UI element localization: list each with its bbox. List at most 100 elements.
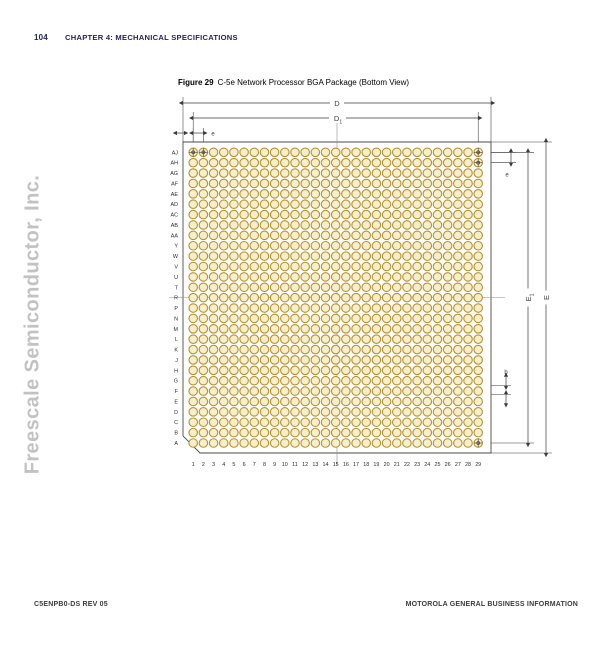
solder-ball bbox=[422, 355, 433, 365]
solder-ball bbox=[259, 355, 270, 365]
solder-ball bbox=[442, 427, 453, 438]
solder-ball bbox=[371, 375, 382, 386]
solder-ball bbox=[249, 375, 260, 386]
solder-ball bbox=[422, 344, 433, 355]
solder-ball bbox=[330, 396, 341, 407]
solder-ball bbox=[300, 365, 310, 376]
solder-ball bbox=[290, 334, 300, 344]
solder-ball bbox=[412, 157, 422, 168]
solder-ball bbox=[412, 240, 422, 251]
solder-ball bbox=[412, 220, 422, 230]
solder-ball bbox=[208, 386, 219, 396]
solder-ball bbox=[341, 230, 351, 241]
solder-ball bbox=[198, 220, 209, 230]
solder-ball bbox=[300, 282, 310, 293]
solder-ball bbox=[208, 199, 219, 210]
solder-ball bbox=[351, 230, 361, 241]
solder-ball bbox=[432, 313, 443, 324]
solder-ball bbox=[249, 199, 260, 210]
solder-ball bbox=[259, 313, 270, 324]
solder-ball bbox=[239, 168, 249, 178]
solder-ball bbox=[300, 261, 310, 272]
solder-ball bbox=[218, 199, 229, 210]
solder-ball bbox=[371, 189, 382, 199]
solder-ball bbox=[473, 386, 484, 396]
row-label: AD bbox=[171, 202, 179, 208]
solder-ball bbox=[310, 251, 321, 261]
solder-ball bbox=[432, 438, 443, 448]
solder-ball bbox=[432, 251, 443, 261]
solder-ball bbox=[269, 240, 280, 251]
solder-ball bbox=[310, 417, 321, 428]
solder-ball bbox=[218, 355, 229, 365]
solder-ball bbox=[463, 230, 473, 241]
row-label: N bbox=[174, 316, 178, 322]
solder-ball bbox=[290, 189, 300, 199]
solder-ball bbox=[218, 396, 229, 407]
solder-ball bbox=[249, 272, 260, 282]
solder-ball bbox=[391, 261, 402, 272]
solder-ball bbox=[351, 365, 361, 376]
solder-ball bbox=[290, 209, 300, 220]
solder-ball bbox=[188, 199, 198, 210]
solder-ball bbox=[422, 396, 433, 407]
solder-ball bbox=[290, 178, 300, 189]
solder-ball bbox=[412, 199, 422, 210]
solder-ball bbox=[371, 168, 382, 178]
solder-ball bbox=[290, 313, 300, 324]
solder-ball bbox=[381, 261, 392, 272]
solder-ball bbox=[249, 396, 260, 407]
solder-ball bbox=[341, 365, 351, 376]
solder-ball bbox=[198, 344, 209, 355]
solder-ball bbox=[442, 355, 453, 365]
solder-ball bbox=[371, 313, 382, 324]
solder-ball-marker bbox=[473, 147, 484, 158]
solder-ball bbox=[432, 344, 443, 355]
solder-ball bbox=[188, 365, 198, 376]
row-label: M bbox=[174, 327, 179, 333]
solder-ball bbox=[473, 303, 484, 313]
solder-ball bbox=[381, 189, 392, 199]
solder-ball bbox=[269, 303, 280, 313]
solder-ball bbox=[442, 292, 453, 303]
solder-ball bbox=[391, 334, 402, 344]
solder-ball bbox=[208, 240, 219, 251]
solder-ball bbox=[412, 334, 422, 344]
solder-ball bbox=[453, 334, 463, 344]
solder-ball bbox=[473, 189, 484, 199]
solder-ball bbox=[442, 396, 453, 407]
solder-ball bbox=[402, 323, 412, 334]
column-label: 18 bbox=[363, 462, 369, 468]
solder-ball bbox=[351, 189, 361, 199]
solder-ball bbox=[239, 292, 249, 303]
solder-ball bbox=[402, 334, 412, 344]
solder-ball bbox=[280, 334, 290, 344]
solder-ball bbox=[351, 427, 361, 438]
solder-ball bbox=[473, 272, 484, 282]
solder-ball bbox=[320, 178, 331, 189]
solder-ball bbox=[269, 147, 280, 158]
solder-ball bbox=[239, 344, 249, 355]
solder-ball bbox=[330, 282, 341, 293]
solder-ball bbox=[422, 303, 433, 313]
solder-ball bbox=[229, 292, 239, 303]
solder-ball bbox=[341, 303, 351, 313]
solder-ball bbox=[442, 220, 453, 230]
solder-ball bbox=[188, 417, 198, 428]
solder-ball bbox=[422, 147, 433, 158]
solder-ball bbox=[381, 209, 392, 220]
solder-ball bbox=[229, 272, 239, 282]
solder-ball bbox=[453, 344, 463, 355]
solder-ball bbox=[453, 365, 463, 376]
solder-ball bbox=[290, 199, 300, 210]
solder-ball bbox=[442, 386, 453, 396]
column-labels: 1 2 3 4 5 6 7 8 9 10 11 12 13 14 15 16 17 18 19 20 21 22 23 24 2… bbox=[192, 462, 482, 468]
solder-ball bbox=[239, 251, 249, 261]
solder-ball bbox=[208, 292, 219, 303]
solder-ball bbox=[402, 365, 412, 376]
solder-ball bbox=[402, 261, 412, 272]
solder-ball bbox=[341, 438, 351, 448]
solder-ball bbox=[310, 365, 321, 376]
solder-ball bbox=[229, 303, 239, 313]
solder-ball bbox=[290, 417, 300, 428]
